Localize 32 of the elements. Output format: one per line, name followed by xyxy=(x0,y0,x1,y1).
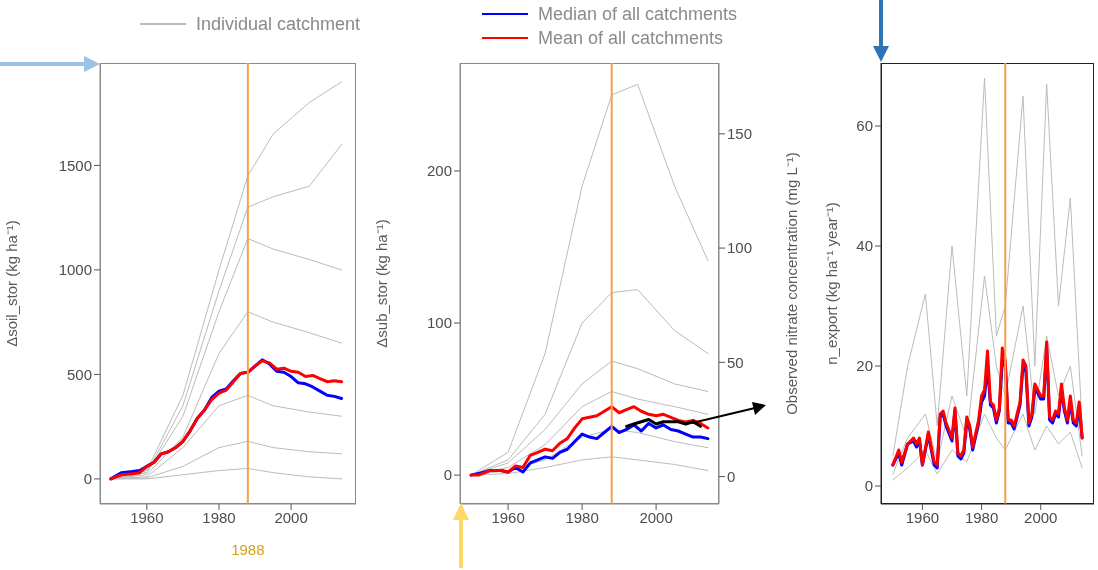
y2-tick-label: 50 xyxy=(727,353,744,371)
y-axis-title: n_export (kg ha⁻¹ year⁻¹) xyxy=(823,202,841,365)
y2-tick-label: 0 xyxy=(727,467,736,485)
legend-label: Individual catchment xyxy=(196,13,361,35)
x-tick-label: 1980 xyxy=(964,508,999,526)
y-tick-label: 500 xyxy=(66,365,92,383)
y-tick-label: 0 xyxy=(83,470,92,488)
y-tick-label: 0 xyxy=(864,477,873,495)
y-tick-label: 200 xyxy=(426,162,452,180)
ref-line-label: 1988 xyxy=(231,540,265,558)
x-tick-label: 2000 xyxy=(1024,508,1058,526)
x-tick-label: 1960 xyxy=(905,508,940,526)
y-axis-title: Δsoil_stor (kg ha⁻¹) xyxy=(3,220,21,347)
x-tick-label: 1960 xyxy=(491,508,525,526)
y2-tick-label: 150 xyxy=(727,125,753,143)
x-tick-label: 1980 xyxy=(202,508,236,526)
y2-axis-title: Observed nitrate concentration (mg L⁻¹) xyxy=(783,152,801,415)
x-tick-label: 1960 xyxy=(130,508,164,526)
y-tick-label: 0 xyxy=(443,466,452,484)
y-tick-label: 60 xyxy=(856,117,873,135)
y-tick-label: 40 xyxy=(856,237,873,255)
y-tick-label: 20 xyxy=(856,357,873,375)
y-axis-title: Δsub_stor (kg ha⁻¹) xyxy=(373,219,391,348)
x-tick-label: 2000 xyxy=(639,508,673,526)
y2-tick-label: 100 xyxy=(727,239,753,257)
y-tick-label: 1500 xyxy=(58,156,92,174)
x-tick-label: 1980 xyxy=(565,508,599,526)
legend-label: Median of all catchments xyxy=(538,3,738,25)
y-tick-label: 100 xyxy=(426,314,452,332)
legend-label: Mean of all catchments xyxy=(538,27,724,49)
x-tick-label: 2000 xyxy=(274,508,308,526)
y-tick-label: 1000 xyxy=(58,261,92,279)
